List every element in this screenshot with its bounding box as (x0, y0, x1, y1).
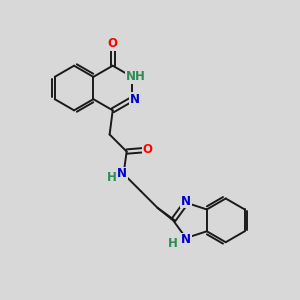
Text: O: O (108, 38, 118, 50)
Text: NH: NH (126, 70, 146, 83)
Text: H: H (168, 237, 178, 250)
Text: N: N (181, 195, 191, 208)
Text: O: O (142, 143, 152, 157)
Text: H: H (107, 171, 117, 184)
Text: N: N (181, 233, 191, 246)
Text: N: N (117, 167, 127, 180)
Text: N: N (130, 93, 140, 106)
